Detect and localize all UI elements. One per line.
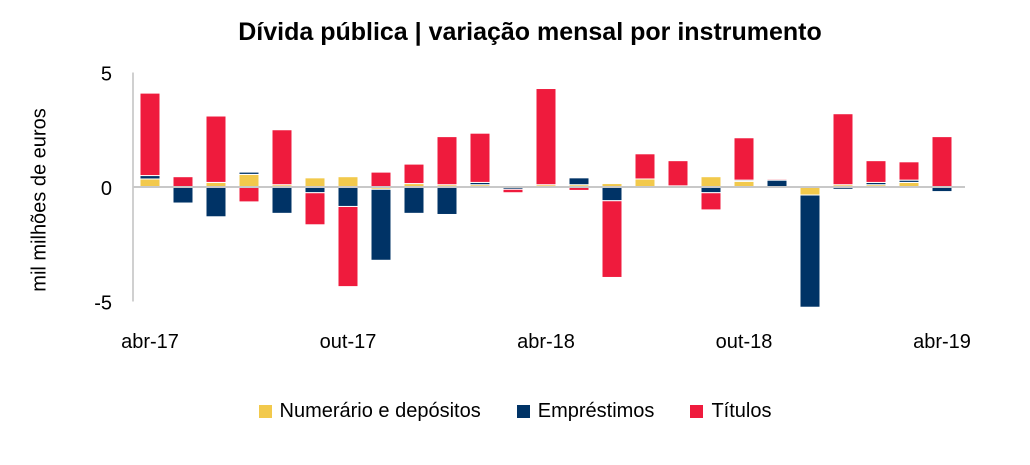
x-tick-label: out-17	[320, 331, 377, 353]
bar-títulos	[667, 160, 689, 187]
bar-empréstimos	[205, 186, 227, 218]
bar-títulos	[700, 192, 722, 211]
bar-empréstimos	[337, 186, 359, 207]
bar-títulos	[469, 132, 491, 183]
bar-títulos	[205, 115, 227, 183]
legend: Numerário e depósitos Empréstimos Títulos	[0, 400, 1030, 423]
bar-numerário-e-depósitos	[304, 177, 326, 188]
bar-empréstimos	[370, 188, 392, 261]
legend-swatch	[690, 405, 704, 418]
bar-títulos	[337, 205, 359, 288]
bar-títulos	[832, 113, 854, 186]
bar-títulos	[172, 176, 194, 188]
bar-numerário-e-depósitos	[238, 173, 260, 188]
bar-títulos	[634, 153, 656, 180]
bar-títulos	[865, 160, 887, 183]
legend-swatch	[258, 405, 272, 418]
bar-títulos	[403, 163, 425, 185]
bar-títulos	[766, 178, 788, 181]
bar-títulos	[535, 88, 557, 186]
bar-empréstimos	[568, 177, 590, 186]
bar-empréstimos	[403, 186, 425, 214]
x-tick-label: abr-19	[913, 331, 971, 353]
bar-títulos	[271, 129, 293, 186]
bar-empréstimos	[271, 186, 293, 214]
x-tick-label: out-18	[716, 331, 773, 353]
bar-títulos	[733, 137, 755, 181]
bar-títulos	[898, 161, 920, 181]
legend-swatch	[516, 405, 530, 418]
chart-title: Dívida pública | variação mensal por ins…	[238, 18, 822, 46]
bar-empréstimos	[601, 186, 623, 202]
bar-empréstimos	[139, 175, 161, 180]
bar-títulos	[370, 171, 392, 188]
bar-numerário-e-depósitos	[700, 176, 722, 188]
y-tick-label: 0	[101, 178, 112, 200]
bar-empréstimos	[238, 171, 260, 175]
y-tick-label: -5	[94, 293, 112, 315]
bar-empréstimos	[799, 194, 821, 308]
bar-títulos	[601, 200, 623, 278]
legend-item: Numerário e depósitos	[258, 400, 481, 423]
x-tick-label: abr-18	[517, 331, 575, 353]
legend-label: Títulos	[711, 400, 772, 422]
bar-empréstimos	[172, 186, 194, 204]
bar-títulos	[238, 186, 260, 203]
y-tick-label: 5	[101, 64, 112, 86]
x-tick-label: abr-17	[121, 331, 179, 353]
bar-títulos	[304, 192, 326, 226]
bar-empréstimos	[766, 179, 788, 188]
bar-empréstimos	[436, 186, 458, 215]
bar-numerário-e-depósitos	[139, 178, 161, 188]
legend-label: Numerário e depósitos	[279, 400, 481, 422]
bar-numerário-e-depósitos	[337, 176, 359, 188]
legend-label: Empréstimos	[537, 400, 655, 422]
legend-item: Empréstimos	[516, 400, 655, 423]
bar-títulos	[931, 136, 953, 188]
bar-títulos	[139, 92, 161, 177]
bar-numerário-e-depósitos	[634, 178, 656, 188]
bar-títulos	[502, 188, 524, 194]
bar-títulos	[436, 136, 458, 186]
legend-item: Títulos	[690, 400, 771, 423]
bar-numerário-e-depósitos	[799, 186, 821, 196]
